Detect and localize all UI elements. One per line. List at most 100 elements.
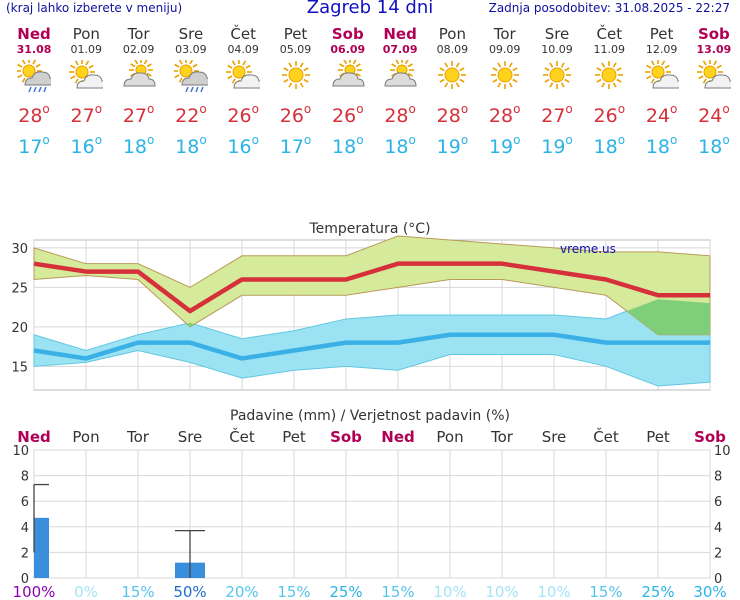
precip-probability: 25% xyxy=(329,583,362,600)
watermark: vreme.us xyxy=(560,242,616,256)
max-temp: 24o xyxy=(698,102,730,127)
day-name: Pon xyxy=(72,25,100,43)
sun-icon xyxy=(490,61,519,89)
cloud-sun-icon xyxy=(332,60,365,87)
sun-icon xyxy=(438,61,467,89)
day-column: Sob 13.09 24o 18o xyxy=(688,26,740,159)
max-temp: 26o xyxy=(332,102,364,127)
min-temp: 17o xyxy=(279,133,312,158)
precip-day-label: Pon xyxy=(72,428,99,446)
day-name: Pet xyxy=(283,25,308,43)
max-temp-line xyxy=(33,261,710,314)
day-date: 04.09 xyxy=(227,43,259,56)
min-temp: 17o xyxy=(18,133,50,158)
day-name: Sob xyxy=(697,25,730,43)
sun-icon xyxy=(595,61,624,89)
y-tick-label-right: 2 xyxy=(714,546,722,561)
max-temp: 26o xyxy=(279,102,312,127)
precip-day-label: Pon xyxy=(436,428,463,446)
y-tick-label-right: 4 xyxy=(714,521,722,536)
precip-probability: 15% xyxy=(121,583,154,600)
min-temp: 19o xyxy=(488,133,521,158)
sun-cloud-icon xyxy=(696,60,731,89)
day-date: 07.09 xyxy=(382,43,418,56)
day-name: Čet xyxy=(596,25,623,43)
day-date: 06.09 xyxy=(330,43,366,56)
precip-probability: 15% xyxy=(277,583,310,600)
day-column: Pon 01.09 27o 16o xyxy=(60,26,112,159)
day-name: Pet xyxy=(649,25,674,43)
sun-cloud-icon xyxy=(644,60,679,89)
precip-day-label: Tor xyxy=(490,428,514,446)
precip-day-label: Sre xyxy=(542,428,567,446)
day-name: Sre xyxy=(178,25,204,43)
min-temp: 18o xyxy=(122,133,155,158)
day-name: Sre xyxy=(544,25,570,43)
max-temp: 22o xyxy=(175,102,207,127)
day-name: Sob xyxy=(331,25,364,43)
day-name: Ned xyxy=(383,25,417,43)
day-column: Tor 02.09 27o 18o xyxy=(113,26,165,159)
sun-cloud-rain-icon xyxy=(173,60,208,92)
min-temp: 18o xyxy=(332,133,364,158)
cloud-sun-icon xyxy=(384,60,417,87)
y-tick-label-right: 8 xyxy=(714,470,722,485)
day-date: 13.09 xyxy=(696,43,732,56)
location-hint-link[interactable]: (kraj lahko izberete v meniju) xyxy=(6,1,183,15)
day-date: 12.09 xyxy=(645,43,678,56)
day-column: Ned 31.08 28o 17o xyxy=(8,26,60,159)
precip-probability: 25% xyxy=(641,583,674,600)
min-temp-line xyxy=(33,332,710,361)
day-column: Sre 10.09 27o 19o xyxy=(531,26,583,159)
y-tick-label-left: 6 xyxy=(21,495,29,510)
precip-day-label: Sre xyxy=(178,428,203,446)
precip-probability: 30% xyxy=(693,583,726,600)
day-column: Tor 09.09 28o 19o xyxy=(479,26,531,159)
min-temp: 19o xyxy=(436,133,469,158)
min-temp: 16o xyxy=(70,133,103,158)
day-date: 08.09 xyxy=(436,43,469,56)
daily-forecast-strip: Ned 31.08 28o 17o Pon 01.09 27o 16o Tor 02.09 27o 1… xyxy=(0,26,740,172)
precipitation-chart-title: Padavine (mm) / Verjetnost padavin (%) xyxy=(230,408,510,424)
day-date: 02.09 xyxy=(122,43,155,56)
day-name: Čet xyxy=(230,25,256,43)
header: (kraj lahko izberete v meniju) Zagreb 14… xyxy=(0,0,740,18)
day-name: Ned xyxy=(17,25,51,43)
day-column: Pet 12.09 24o 18o xyxy=(636,26,688,159)
sun-cloud-icon xyxy=(226,60,261,89)
day-name: Pon xyxy=(438,25,466,43)
y-tick-label-left: 10 xyxy=(12,444,29,459)
min-temp: 18o xyxy=(698,133,730,158)
min-temp: 19o xyxy=(541,133,573,158)
min-temp: 16o xyxy=(227,133,259,158)
max-temp: 26o xyxy=(227,102,259,127)
max-temp: 28o xyxy=(436,102,469,127)
temperature-chart-title: Temperatura (°C) xyxy=(308,221,430,237)
day-date: 01.09 xyxy=(70,43,103,56)
day-date: 31.08 xyxy=(16,43,52,56)
day-column: Sre 03.09 22o 18o xyxy=(165,26,217,159)
day-name: Tor xyxy=(493,25,516,43)
day-column: Pon 08.09 28o 19o xyxy=(426,26,478,159)
day-date: 10.09 xyxy=(541,43,573,56)
min-temp: 18o xyxy=(175,133,207,158)
precip-probability: 10% xyxy=(433,583,466,600)
sun-cloud-icon xyxy=(69,60,104,89)
y-tick-label-right: 6 xyxy=(714,495,722,510)
day-column: Čet 11.09 26o 18o xyxy=(583,26,635,159)
max-temp: 27o xyxy=(122,102,155,127)
day-column: Pet 05.09 26o 17o xyxy=(270,26,322,159)
precip-probability: 0% xyxy=(74,583,98,600)
section-divider xyxy=(0,172,740,216)
precip-probability: 10% xyxy=(485,583,518,600)
day-name: Tor xyxy=(127,25,150,43)
precip-bar xyxy=(34,517,49,578)
precip-probability: 100% xyxy=(13,583,56,600)
precip-day-label: Čet xyxy=(593,427,619,446)
cloud-sun-icon xyxy=(123,60,156,87)
precip-probability: 15% xyxy=(589,583,622,600)
min-temp: 18o xyxy=(645,133,678,158)
precip-probability: 50% xyxy=(173,583,206,600)
day-date: 11.09 xyxy=(593,43,626,56)
